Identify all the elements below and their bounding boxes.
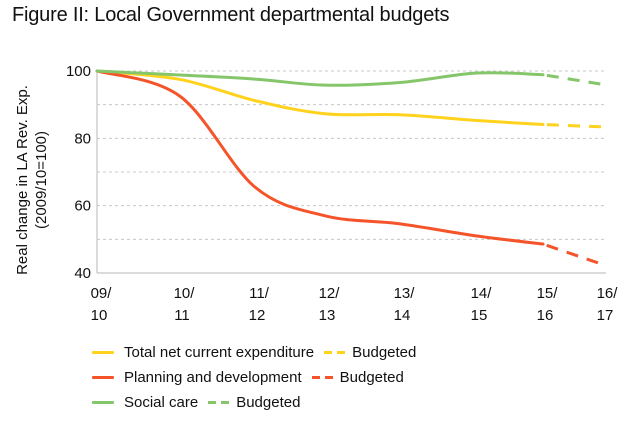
legend-label-social-budgeted: Budgeted [236, 394, 301, 411]
x-tick-label: 11/12 [249, 285, 270, 324]
series-line-total [95, 69, 545, 127]
series-line-social [95, 69, 545, 87]
y-tick-label: 80 [74, 130, 91, 147]
legend-swatch-social-budgeted [208, 401, 230, 404]
x-tick-label: 09/10 [91, 285, 113, 324]
series-line-planning [95, 69, 545, 246]
series-lines [95, 69, 604, 267]
x-tick-label: 14/15 [471, 285, 493, 324]
legend-label-total-budgeted: Budgeted [352, 344, 417, 361]
y-axis-label: Real change in LA Rev. Exp. (2009/10=100) [14, 85, 50, 275]
legend-label-planning-budgeted: Budgeted [339, 369, 404, 386]
gridlines [97, 70, 606, 240]
chart-title: Figure II: Local Government departmental… [12, 4, 450, 26]
legend-label-total: Total net current expenditure [124, 344, 315, 361]
axes [96, 70, 606, 274]
legend-swatch-planning [92, 376, 114, 379]
y-axis-label-line: Real change in LA Rev. Exp. [14, 85, 31, 275]
line-chart: 40 60 80 100 09/10 10/11 11/12 12/13 13/14 14/15… [14, 63, 619, 324]
x-tick-label: 15/16 [537, 285, 559, 324]
legend-swatch-social [92, 401, 114, 404]
y-tick-labels: 40 60 80 100 [66, 63, 91, 282]
legend-swatch-total-budgeted [324, 351, 346, 354]
series-line-planning-budgeted [542, 242, 604, 267]
legend: Total net current expenditure Budgeted P… [92, 340, 416, 415]
x-tick-label: 10/11 [174, 285, 196, 324]
y-tick-label: 40 [74, 265, 91, 282]
legend-item-planning: Planning and development Budgeted [92, 365, 416, 390]
legend-label-social: Social care [124, 394, 199, 411]
y-tick-label: 60 [74, 198, 91, 215]
x-tick-label: 16/17 [597, 285, 619, 324]
series-line-social-budgeted [542, 73, 604, 86]
y-axis-label-line: (2009/10=100) [33, 131, 50, 229]
x-tick-label: 13/14 [394, 285, 416, 324]
x-tick-label: 12/13 [319, 285, 341, 324]
series-line-total-budgeted [542, 123, 604, 129]
legend-item-total: Total net current expenditure Budgeted [92, 340, 416, 365]
legend-swatch-total [92, 351, 114, 354]
legend-swatch-planning-budgeted [311, 376, 334, 379]
x-tick-labels: 09/10 10/11 11/12 12/13 13/14 14/15 15/16 16/17 [91, 285, 619, 324]
legend-item-social: Social care Budgeted [92, 390, 416, 415]
y-tick-label: 100 [66, 63, 91, 80]
legend-label-planning: Planning and development [124, 369, 302, 386]
